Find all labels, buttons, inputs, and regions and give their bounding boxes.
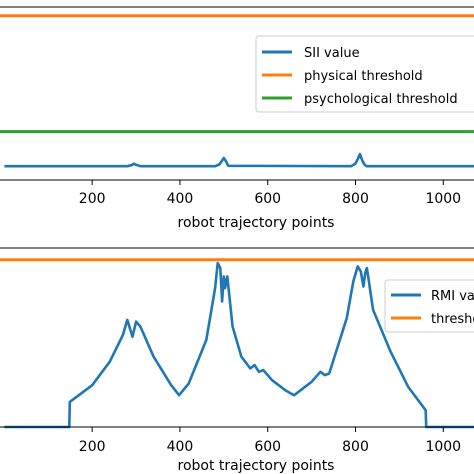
bottom-x-tick-label-200: 200 bbox=[79, 439, 106, 455]
legend-label-physical: physical threshold bbox=[304, 69, 423, 84]
top-subplot: 200 400 600 800 1000 robot trajectory points… bbox=[0, 6, 474, 231]
top-x-tick-label-800: 800 bbox=[342, 191, 369, 207]
top-x-tick-label-200: 200 bbox=[79, 191, 106, 207]
bottom-x-ticks: 200 400 600 800 1000 bbox=[79, 427, 461, 455]
bottom-series-rmi-value bbox=[4, 261, 474, 429]
legend-label-psychological: psychological threshold bbox=[304, 92, 458, 107]
top-x-ticks: 200 400 600 800 1000 bbox=[79, 180, 461, 207]
bottom-legend: RMI value threshold bbox=[384, 279, 474, 333]
legend-label-sii: SII value bbox=[304, 46, 360, 61]
top-plot-lines bbox=[0, 14, 474, 168]
bottom-plot-lines bbox=[0, 258, 474, 429]
top-legend: SII value physical threshold psychologic… bbox=[255, 35, 474, 113]
top-series-sii-value bbox=[4, 152, 474, 168]
top-x-tick-label-600: 600 bbox=[254, 191, 281, 207]
bottom-x-tick-label-1000: 1000 bbox=[425, 439, 461, 455]
bottom-axes-frame bbox=[0, 247, 474, 428]
top-axes-frame bbox=[0, 6, 474, 181]
bottom-x-axis-label: robot trajectory points bbox=[178, 458, 335, 474]
top-x-axis-label: robot trajectory points bbox=[178, 215, 335, 231]
top-x-tick-label-400: 400 bbox=[167, 191, 194, 207]
top-legend-box bbox=[255, 35, 474, 113]
bottom-subplot: 200 400 600 800 1000 robot trajectory points… bbox=[0, 247, 474, 474]
top-x-tick-label-1000: 1000 bbox=[425, 191, 461, 207]
bottom-x-tick-label-800: 800 bbox=[342, 439, 369, 455]
bottom-x-tick-label-400: 400 bbox=[167, 439, 194, 455]
bottom-x-tick-label-600: 600 bbox=[254, 439, 281, 455]
legend-label-threshold: threshold bbox=[431, 312, 474, 327]
legend-label-rmi: RMI value bbox=[431, 289, 474, 304]
